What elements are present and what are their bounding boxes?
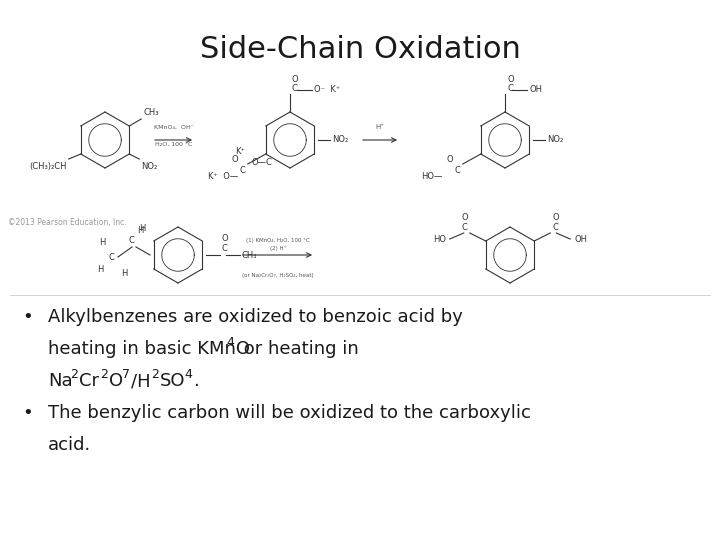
Text: C: C [128, 236, 134, 245]
Text: O: O [507, 75, 513, 84]
Text: K⁺: K⁺ [235, 147, 245, 157]
Text: SO: SO [160, 372, 186, 390]
Text: HO: HO [433, 234, 446, 244]
Text: OH: OH [575, 234, 588, 244]
Text: (2) H⁺: (2) H⁺ [270, 246, 287, 251]
Text: (or Na₂Cr₂O₇, H₂SO₄, heat): (or Na₂Cr₂O₇, H₂SO₄, heat) [242, 273, 314, 278]
Text: H: H [121, 269, 127, 278]
Text: O: O [552, 213, 559, 222]
Text: The benzylic carbon will be oxidized to the carboxylic: The benzylic carbon will be oxidized to … [48, 404, 531, 422]
Text: O: O [461, 213, 468, 222]
Text: Na: Na [48, 372, 73, 390]
Text: O⁻  K⁺: O⁻ K⁺ [314, 85, 341, 94]
Text: O: O [446, 156, 453, 165]
Text: O: O [109, 372, 123, 390]
Text: 2: 2 [151, 368, 159, 381]
Text: Side-Chain Oxidation: Side-Chain Oxidation [199, 35, 521, 64]
Text: •: • [22, 404, 33, 422]
Text: C: C [108, 253, 114, 261]
Text: HO—: HO— [421, 172, 443, 181]
Text: (1) KMnO₄, H₂O, 100 °C: (1) KMnO₄, H₂O, 100 °C [246, 238, 310, 243]
Text: heating in basic KMnO: heating in basic KMnO [48, 340, 250, 358]
Text: NO₂: NO₂ [332, 136, 348, 145]
Text: 2: 2 [100, 368, 108, 381]
Text: O—C: O—C [252, 158, 273, 167]
Text: 4: 4 [184, 368, 192, 381]
Text: O: O [231, 156, 238, 165]
Text: C: C [462, 223, 468, 232]
Text: 2: 2 [70, 368, 78, 381]
Text: C: C [292, 84, 298, 93]
Text: 7: 7 [122, 368, 130, 381]
Text: H: H [98, 265, 104, 274]
Text: /H: /H [131, 372, 150, 390]
Text: NO₂: NO₂ [141, 162, 158, 171]
Text: C: C [222, 244, 228, 253]
Text: acid.: acid. [48, 436, 91, 454]
Text: K⁺  O—: K⁺ O— [207, 172, 238, 181]
Text: KMnO₄,  OH⁻: KMnO₄, OH⁻ [154, 125, 194, 130]
Text: H₂O, 100 °C: H₂O, 100 °C [156, 142, 193, 147]
Text: CH₃: CH₃ [143, 108, 158, 117]
Text: (CH₃)₂CH: (CH₃)₂CH [30, 162, 67, 171]
Text: .: . [193, 372, 199, 390]
Text: Cr: Cr [79, 372, 99, 390]
Text: OH: OH [529, 85, 542, 94]
Text: O: O [222, 234, 229, 243]
Text: H: H [137, 226, 143, 235]
Text: ©2013 Pearson Education, Inc.: ©2013 Pearson Education, Inc. [8, 218, 127, 227]
Text: Alkylbenzenes are oxidized to benzoic acid by: Alkylbenzenes are oxidized to benzoic ac… [48, 308, 463, 326]
Text: •: • [22, 308, 33, 326]
Text: O: O [292, 75, 299, 84]
Text: C: C [552, 223, 558, 232]
Text: C: C [455, 166, 461, 175]
Text: H: H [99, 238, 106, 247]
Text: CH₃: CH₃ [242, 251, 258, 260]
Text: 4: 4 [226, 336, 234, 349]
Text: or heating in: or heating in [238, 340, 359, 358]
Text: C: C [240, 166, 246, 175]
Text: NO₂: NO₂ [547, 136, 563, 145]
Text: H⁺: H⁺ [376, 124, 384, 130]
Text: C: C [507, 84, 513, 93]
Text: H: H [139, 224, 145, 233]
